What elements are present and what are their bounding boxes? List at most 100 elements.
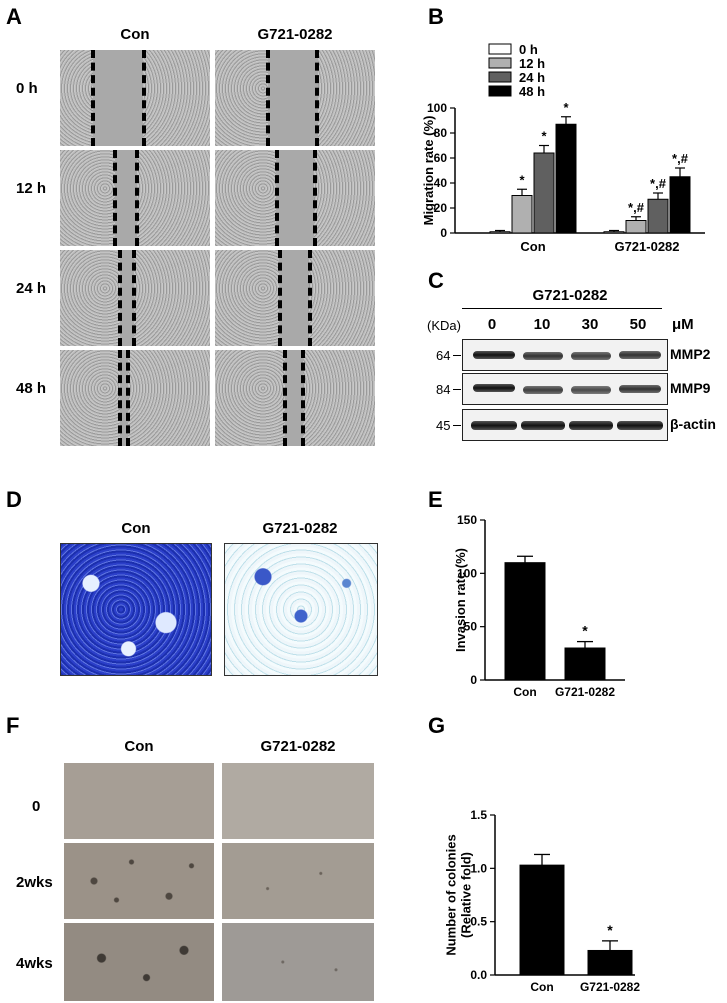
y-tick-label: 0 (440, 226, 447, 240)
dose-30: 30 (581, 316, 599, 333)
marker-tick-45 (453, 425, 461, 426)
panel-d-col-con: Con (121, 520, 151, 537)
y-tick-label: 150 (457, 513, 477, 527)
y-tick-label: 0.5 (470, 915, 487, 929)
bar (669, 176, 691, 234)
micrograph-a-treated-0h (215, 50, 375, 146)
micrograph-a-treated-24h (215, 250, 375, 346)
panel-label-d: D (6, 487, 22, 512)
marker-45: 45 (436, 418, 451, 433)
bar (533, 152, 555, 234)
panel-a-col-con: Con (120, 26, 150, 43)
y-tick-label: 0 (470, 673, 477, 687)
bar (489, 231, 511, 234)
bar (504, 562, 546, 681)
legend-label: 48 h (519, 84, 545, 99)
colony-image-con-4wks (64, 923, 214, 1001)
bar (647, 198, 669, 234)
x-category-label: G721-0282 (580, 980, 640, 994)
bar (511, 195, 533, 234)
panel-f-col-treated: G721-0282 (260, 738, 336, 755)
significance-label: * (519, 172, 525, 187)
y-tick-label: 100 (457, 566, 477, 580)
colony-image-treated-2wks (222, 843, 374, 919)
y-tick-label: 40 (434, 176, 448, 190)
panel-label-c: C (428, 268, 444, 293)
y-tick-label: 0.0 (470, 968, 487, 982)
panel-f-row-0: 0 (32, 798, 41, 815)
panel-label-f: F (6, 713, 20, 738)
panel-label-g: G (428, 713, 446, 738)
panel-a-row-24h: 24 h (16, 280, 47, 297)
panel-label-e: E (428, 487, 443, 512)
blot-treatment-line (462, 308, 662, 309)
y-tick-label: 50 (464, 620, 478, 634)
micrograph-a-treated-12h (215, 150, 375, 246)
legend-label: 24 h (519, 70, 545, 85)
bar (625, 220, 647, 234)
significance-label: *,# (672, 151, 689, 166)
micrograph-a-treated-48h (215, 350, 375, 446)
y-tick-label: 1.0 (470, 861, 487, 875)
y-tick-label: 60 (434, 151, 448, 165)
colony-image-treated-4wks (222, 923, 374, 1001)
legend-swatch (488, 57, 512, 69)
blot-unit-label: (KDa) (427, 318, 461, 333)
x-category-label: G721-0282 (555, 685, 615, 699)
x-category-label: Con (513, 685, 536, 699)
blot-mmp2 (462, 339, 668, 371)
marker-tick-64 (453, 355, 461, 356)
y-tick-label: 1.5 (470, 808, 487, 822)
y-tick-label: 80 (434, 126, 448, 140)
panel-label-b: B (428, 4, 444, 29)
micrograph-a-con-12h (60, 150, 210, 246)
significance-label: * (582, 623, 588, 639)
significance-label: * (541, 129, 547, 144)
legend-label: 12 h (519, 56, 545, 71)
invasion-image-treated (224, 543, 378, 676)
micrograph-a-con-48h (60, 350, 210, 446)
blot-beta-actin (462, 409, 668, 441)
invasion-image-con (60, 543, 212, 676)
bar (564, 647, 606, 681)
significance-label: *,# (628, 200, 645, 215)
y-axis-label: (Relative fold) (459, 852, 474, 938)
x-category-label: G721-0282 (614, 239, 679, 254)
bar (519, 864, 565, 976)
y-tick-label: 20 (434, 201, 448, 215)
dose-0: 0 (487, 316, 497, 333)
marker-84: 84 (436, 382, 451, 397)
y-axis-label: Invasion rate (%) (453, 548, 468, 652)
colony-image-treated-0 (222, 763, 374, 839)
invasion-rate-chart: 0 50 100 150 Invasion rate (%) Con * G721-0282 (453, 513, 625, 699)
y-axis-label: Number of colonies (444, 834, 459, 955)
panel-f-row-2wks: 2wks (16, 874, 53, 891)
legend-swatch (488, 85, 512, 97)
significance-label: * (563, 100, 569, 115)
dose-10: 10 (533, 316, 551, 333)
y-axis-label: Migration rate (%) (421, 116, 436, 226)
colony-number-chart: 0.0 0.5 1.0 1.5 Number of colonies (Relative … (444, 808, 641, 994)
panel-d-col-treated: G721-0282 (262, 520, 338, 537)
legend-swatch (488, 71, 512, 83)
colony-image-con-2wks (64, 843, 214, 919)
bar (603, 231, 625, 234)
marker-64: 64 (436, 348, 451, 363)
significance-label: * (607, 922, 613, 938)
panel-a-row-0h: 0 h (16, 80, 38, 97)
bar (555, 123, 577, 234)
protein-mmp9: MMP9 (670, 380, 711, 396)
panel-a-col-treated: G721-0282 (257, 26, 333, 43)
dose-unit: μM (672, 316, 694, 333)
panel-f-col-con: Con (124, 738, 154, 755)
significance-label: *,# (650, 176, 667, 191)
micrograph-a-con-24h (60, 250, 210, 346)
bar (587, 949, 633, 976)
blot-mmp9 (462, 373, 668, 405)
panel-a-row-48h: 48 h (16, 380, 47, 397)
legend-swatch (488, 43, 512, 55)
panel-f-row-4wks: 4wks (16, 955, 53, 972)
micrograph-a-con-0h (60, 50, 210, 146)
colony-image-con-0 (64, 763, 214, 839)
panel-label-a: A (6, 4, 22, 29)
